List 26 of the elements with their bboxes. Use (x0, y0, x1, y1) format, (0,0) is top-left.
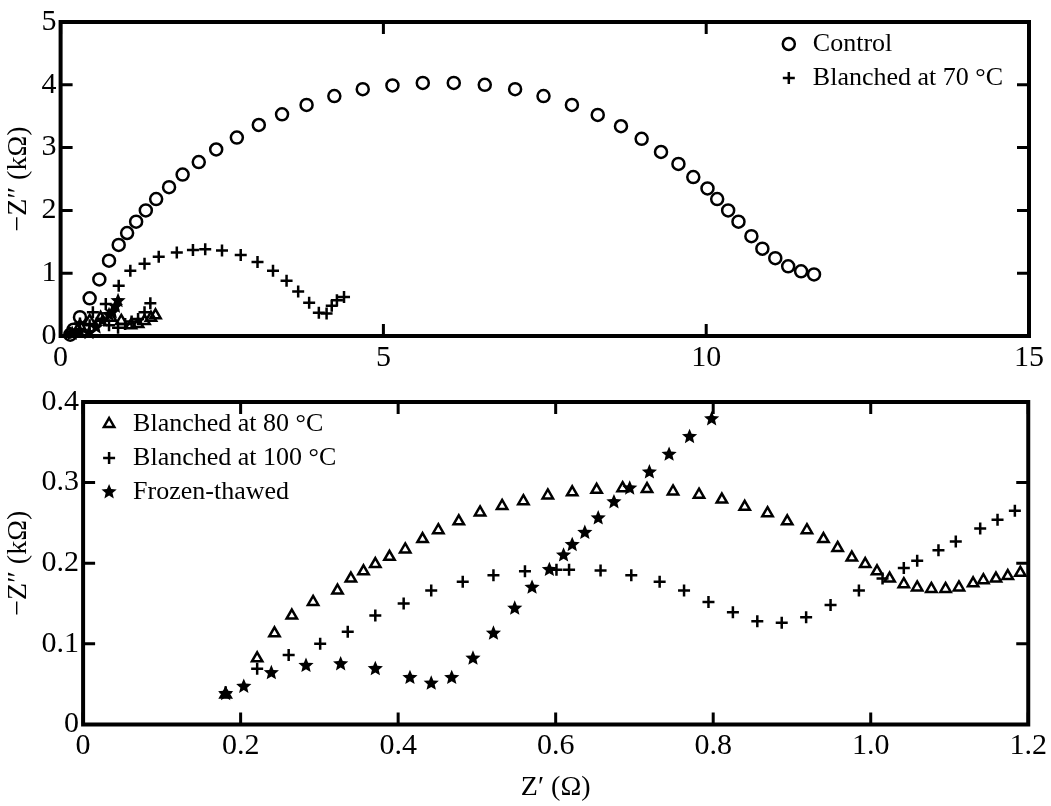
x-tick-label: 1.2 (1009, 727, 1047, 761)
x-axis-title: Z′ (Ω) (520, 769, 591, 801)
x-tick-label: 0.6 (536, 727, 575, 761)
legend-label: Blanched at 70 °C (812, 61, 1004, 91)
legend-label: Control (812, 27, 893, 57)
x-tick-label: 0.8 (694, 727, 732, 761)
y-tick-label: 2 (41, 191, 57, 225)
legend-label: Frozen-thawed (133, 475, 290, 505)
y-tick-label: 5 (41, 2, 57, 36)
y-axis-title: −Z″ (kΩ) (1, 510, 33, 616)
x-tick-label: 0.2 (221, 727, 260, 761)
y-tick-label: 1 (41, 254, 57, 288)
x-tick-label: 0.4 (379, 727, 417, 761)
legend-label: Blanched at 100 °C (133, 441, 337, 471)
y-tick-label: 0.2 (41, 544, 80, 578)
x-tick-label: 15 (1014, 338, 1044, 372)
legend-label: Blanched at 80 °C (133, 407, 324, 437)
x-tick-label: 10 (691, 338, 722, 372)
x-tick-label: 1.0 (851, 727, 890, 761)
y-tick-label: 0.3 (41, 463, 80, 497)
y-tick-label: 3 (41, 128, 57, 162)
y-tick-label: 4 (41, 65, 57, 99)
y-tick-label: 0.1 (41, 624, 80, 658)
y-tick-label: 0.4 (41, 382, 80, 416)
x-tick-label: 5 (375, 338, 391, 372)
y-axis-title: −Z″ (kΩ) (1, 126, 33, 232)
